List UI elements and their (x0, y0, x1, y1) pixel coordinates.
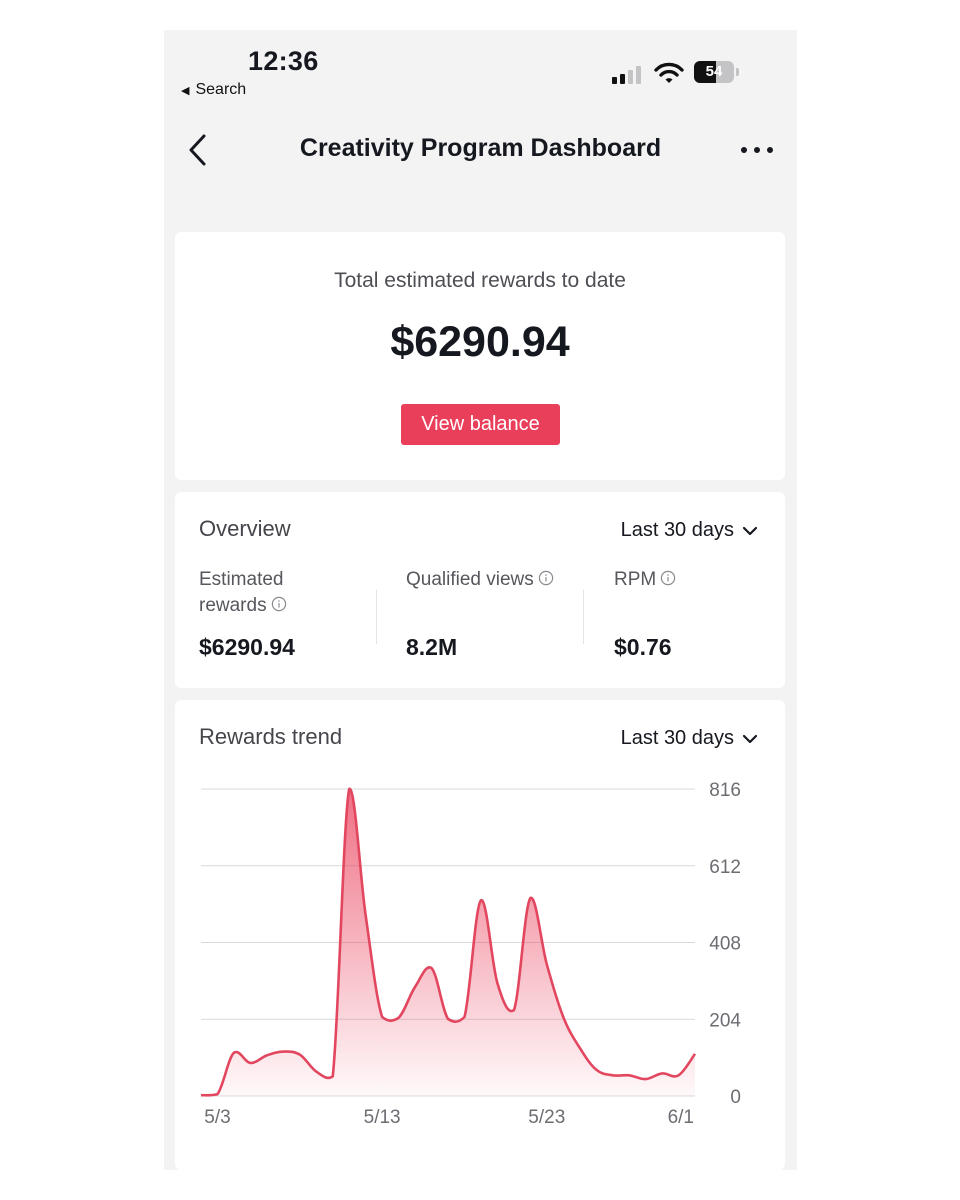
metric-label-line: RPM (614, 569, 657, 590)
rewards-trend-chart: 816 612 408 204 0 5/3 5/13 5/23 6/1 (200, 780, 741, 1128)
metric-qualified-views-label: Qualified views (406, 567, 554, 593)
status-back-label: Search (195, 81, 247, 98)
metric-divider (376, 590, 377, 644)
rewards-area (201, 788, 695, 1096)
signal-bar (628, 70, 633, 84)
overview-title: Overview (199, 516, 291, 541)
info-icon[interactable] (660, 570, 676, 586)
total-rewards-value: $6290.94 (390, 318, 570, 366)
overview-card: Overview Last 30 days Estimated rewards … (175, 492, 785, 688)
info-icon[interactable] (538, 570, 554, 586)
metric-rpm-value: $0.76 (614, 634, 672, 660)
rewards-trend-card: Rewards trend Last 30 days 816 612 408 204 0… (175, 700, 785, 1170)
metric-qualified-views-value: 8.2M (406, 634, 458, 660)
chevron-left-icon[interactable] (184, 130, 212, 170)
total-rewards-card: Total estimated rewards to date $6290.94… (175, 232, 785, 480)
phone-screen: 12:36 ◀ Search 54 Creativity Program Das… (164, 30, 797, 1170)
view-balance-button[interactable]: View balance (401, 404, 560, 445)
x-tick-label: 5/13 (364, 1107, 401, 1128)
metric-label-line: Estimated (199, 569, 284, 590)
page-title: Creativity Program Dashboard (299, 134, 662, 162)
metric-rpm-label: RPM (614, 567, 676, 593)
chevron-down-icon (742, 734, 758, 743)
battery-fill (694, 61, 716, 83)
y-tick-label: 0 (730, 1087, 741, 1108)
metric-estimated-rewards-label: Estimated rewards (199, 567, 287, 619)
rewards-trend-title: Rewards trend (199, 724, 343, 749)
trend-range-dropdown[interactable]: Last 30 days (621, 727, 758, 750)
x-tick-label: 6/1 (668, 1107, 694, 1128)
signal-bar (636, 66, 641, 84)
status-time: 12:36 (248, 46, 319, 76)
wifi-icon (654, 62, 684, 83)
metric-divider (583, 590, 584, 644)
y-tick-label: 408 (709, 934, 741, 955)
y-tick-label: 612 (709, 857, 741, 878)
signal-bar (620, 74, 625, 84)
y-tick-label: 816 (709, 780, 741, 801)
rewards-line (200, 787, 697, 1097)
metric-label-line: Qualified views (406, 569, 534, 590)
more-options-icon[interactable] (737, 136, 777, 162)
battery-percent: 54 (705, 63, 723, 80)
chevron-down-icon (742, 526, 758, 535)
metric-label-line: rewards (199, 595, 267, 616)
cellular-signal-icon (612, 66, 648, 84)
x-tick-label: 5/23 (528, 1107, 565, 1128)
y-tick-label: 204 (709, 1010, 741, 1031)
overview-range-dropdown[interactable]: Last 30 days (621, 519, 758, 542)
info-icon[interactable] (271, 596, 287, 612)
battery-icon: 54 (694, 61, 740, 83)
x-tick-label: 5/3 (204, 1107, 230, 1128)
signal-bar (612, 77, 617, 84)
metric-estimated-rewards-value: $6290.94 (199, 634, 295, 660)
back-arrow-icon: ◀ (181, 84, 190, 97)
overview-range-label: Last 30 days (620, 519, 734, 541)
status-back-link[interactable]: ◀ Search (181, 81, 246, 99)
trend-range-label: Last 30 days (620, 727, 734, 749)
total-rewards-label: Total estimated rewards to date (334, 269, 626, 292)
